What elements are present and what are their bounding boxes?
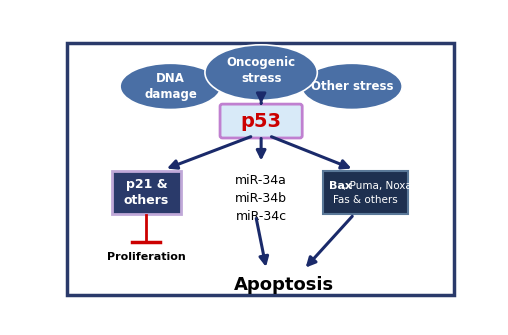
- Text: Fas & others: Fas & others: [333, 195, 398, 205]
- Text: Apoptosis: Apoptosis: [234, 276, 334, 294]
- Ellipse shape: [301, 63, 402, 110]
- Text: miR-34a
miR-34b
miR-34c: miR-34a miR-34b miR-34c: [235, 174, 287, 222]
- FancyBboxPatch shape: [112, 172, 181, 214]
- Text: Bax: Bax: [329, 182, 353, 192]
- Text: DNA
damage: DNA damage: [144, 72, 197, 101]
- FancyBboxPatch shape: [323, 172, 408, 214]
- Text: Proliferation: Proliferation: [107, 252, 186, 262]
- FancyBboxPatch shape: [67, 43, 454, 295]
- Text: Oncogenic
stress: Oncogenic stress: [227, 57, 296, 85]
- FancyBboxPatch shape: [220, 104, 302, 138]
- Text: p53: p53: [241, 112, 281, 131]
- Ellipse shape: [205, 45, 318, 100]
- Ellipse shape: [120, 63, 221, 110]
- Text: , Puma, Noxa,: , Puma, Noxa,: [343, 182, 416, 192]
- Text: Other stress: Other stress: [310, 80, 393, 93]
- Text: p21 &
others: p21 & others: [124, 178, 169, 207]
